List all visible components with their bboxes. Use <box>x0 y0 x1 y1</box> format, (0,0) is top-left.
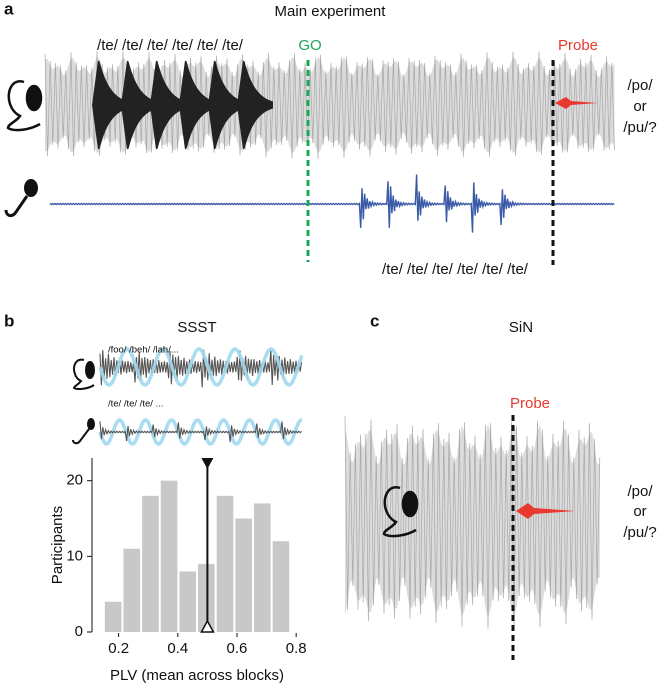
mean-marker-bottom <box>200 619 215 633</box>
y-tick-label: 20 <box>66 472 83 489</box>
microphone-icon <box>4 179 38 218</box>
go-label: GO <box>298 37 321 54</box>
response-text: /te/ /te/ /te/ ... <box>108 399 163 410</box>
bar <box>272 541 290 632</box>
response-text: /te/ /te/ /te/ /te/ /te/ /te/ <box>382 261 529 278</box>
speaker-icon <box>6 80 43 132</box>
speaker-icon <box>72 358 95 390</box>
bar <box>179 571 197 632</box>
syllable-envelope <box>150 60 186 150</box>
bar <box>160 480 178 632</box>
response-waveform <box>99 421 302 443</box>
x-tick-label: 0.8 <box>286 640 307 657</box>
syllable-envelope <box>179 60 215 150</box>
stimulus-text: /foo/ /beh/ /lah/... <box>108 345 179 356</box>
syllable-envelope <box>208 60 244 150</box>
noise-waveform <box>344 415 601 629</box>
panel-label: b <box>4 311 14 330</box>
probe-sound <box>555 97 598 109</box>
choice: /po/ <box>627 483 653 500</box>
bar <box>123 548 141 632</box>
panel-label: a <box>4 0 14 18</box>
panel-label: c <box>370 311 379 330</box>
choice: or <box>633 98 646 115</box>
choice: /po/ <box>627 77 653 94</box>
bar <box>216 495 234 632</box>
probe-sound <box>516 503 575 519</box>
noise-envelope <box>345 424 600 618</box>
y-axis-label: Participants <box>49 506 66 584</box>
bar <box>235 518 252 632</box>
bar <box>142 495 159 632</box>
probe-label: Probe <box>510 395 550 412</box>
stimulus-text: /te/ /te/ /te/ /te/ /te/ /te/ <box>97 37 244 54</box>
microphone-icon <box>72 418 95 445</box>
choice: or <box>633 503 646 520</box>
bar <box>104 601 122 632</box>
y-tick-label: 0 <box>75 623 83 640</box>
waveform-layer <box>44 51 615 629</box>
bar <box>198 563 215 632</box>
speech-response <box>49 174 615 233</box>
syllable-rate <box>98 347 304 387</box>
syllable-envelope <box>121 60 157 150</box>
response-rate <box>98 418 303 446</box>
syllable-envelope <box>237 60 273 150</box>
syllable-envelope <box>92 60 128 150</box>
panel-title: SSST <box>177 319 216 336</box>
panel-title: SiN <box>509 319 533 336</box>
probe-label: Probe <box>558 37 598 54</box>
x-tick-label: 0.6 <box>227 640 248 657</box>
choice: /pu/? <box>623 524 656 541</box>
histogram: 0 10 20 0.2 0.4 0.6 0.8 <box>66 458 307 657</box>
mean-marker-top <box>201 458 214 469</box>
panel-title: Main experiment <box>275 3 387 20</box>
x-tick-label: 0.4 <box>167 640 188 657</box>
speaker-icon <box>382 486 419 538</box>
choice: /pu/? <box>623 119 656 136</box>
y-tick-label: 10 <box>66 547 83 564</box>
x-axis-label: PLV (mean across blocks) <box>110 667 284 684</box>
x-tick-label: 0.2 <box>108 640 129 657</box>
bar <box>253 503 271 632</box>
